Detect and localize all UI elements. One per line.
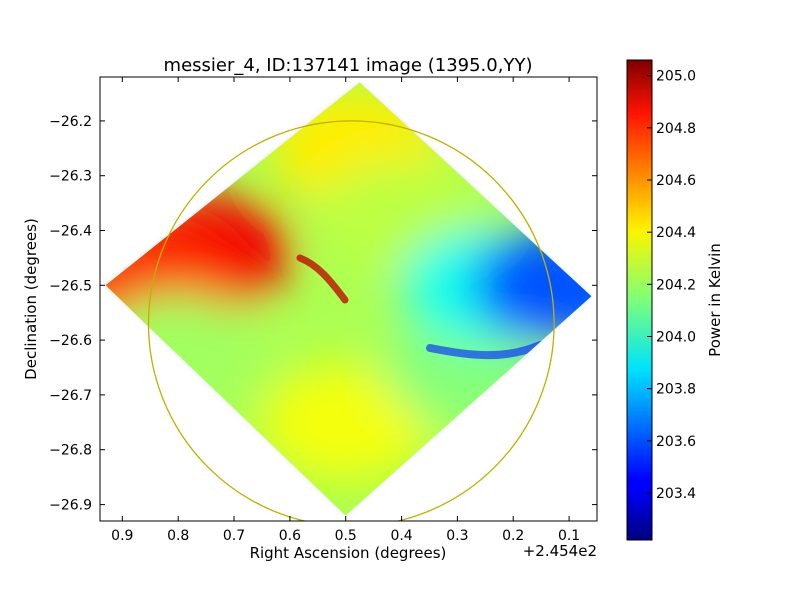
y-tick-label: −26.7 — [49, 388, 92, 404]
colorbar-tick-label: 204.4 — [656, 225, 696, 241]
chart-title: messier_4, ID:137141 image (1395.0,YY) — [164, 55, 533, 76]
y-tick-label: −26.9 — [49, 498, 92, 514]
y-axis-ticks: −26.2 −26.3 −26.4 −26.5 −26.6 −26.7 −26.8 −26.9 — [49, 114, 597, 514]
x-tick-label: 0.7 — [223, 528, 245, 544]
heatmap-image — [105, 82, 592, 521]
y-tick-label: −26.8 — [49, 443, 92, 459]
heatmap-region-west-arm — [472, 227, 592, 344]
colorbar-tick-label: 205.0 — [656, 69, 696, 85]
colorbar-tick-label: 203.8 — [656, 382, 696, 398]
colorbar-tick-label: 204.0 — [656, 330, 696, 346]
axes-frame — [99, 76, 598, 522]
x-tick-label: 0.6 — [279, 528, 301, 544]
colorbar-tick-label: 203.6 — [656, 434, 696, 450]
x-tick-label: 0.1 — [558, 528, 580, 544]
colorbar-ticks: 203.4 203.6 203.8 204.0 204.2 204.4 204.6 204.8… — [647, 69, 696, 502]
y-tick-label: −26.5 — [49, 278, 92, 294]
x-tick-label: 0.4 — [390, 528, 412, 544]
y-tick-label: −26.6 — [49, 333, 92, 349]
colorbar-label: Power in Kelvin — [706, 243, 724, 357]
x-axis-label: Right Ascension (degrees) — [250, 544, 447, 562]
colorbar — [626, 59, 653, 541]
colorbar-tick-label: 204.8 — [656, 121, 696, 137]
x-axis-offset-label: +2.454e2 — [523, 542, 597, 560]
x-tick-label: 0.3 — [446, 528, 468, 544]
heatmap-region-south-lobe — [260, 364, 431, 481]
colorbar-tick-label: 204.6 — [656, 173, 696, 189]
heatmap-ridge-detail — [296, 254, 349, 304]
heatmap-edge-detail — [426, 341, 544, 360]
y-axis-label: Declination (degrees) — [22, 218, 40, 380]
x-axis-ticks: 0.9 0.8 0.7 0.6 0.5 0.4 0.3 0.2 0.1 — [111, 77, 580, 544]
primary-beam-circle — [147, 120, 555, 521]
colorbar-tick-label: 204.2 — [656, 277, 696, 293]
x-tick-label: 0.2 — [502, 528, 524, 544]
colorbar-tick-label: 203.4 — [656, 486, 696, 502]
x-tick-label: 0.8 — [167, 528, 189, 544]
x-tick-label: 0.9 — [111, 528, 133, 544]
x-tick-label: 0.5 — [335, 528, 357, 544]
y-tick-label: −26.3 — [49, 169, 92, 185]
y-tick-label: −26.4 — [49, 224, 92, 240]
y-tick-label: −26.2 — [49, 114, 92, 130]
